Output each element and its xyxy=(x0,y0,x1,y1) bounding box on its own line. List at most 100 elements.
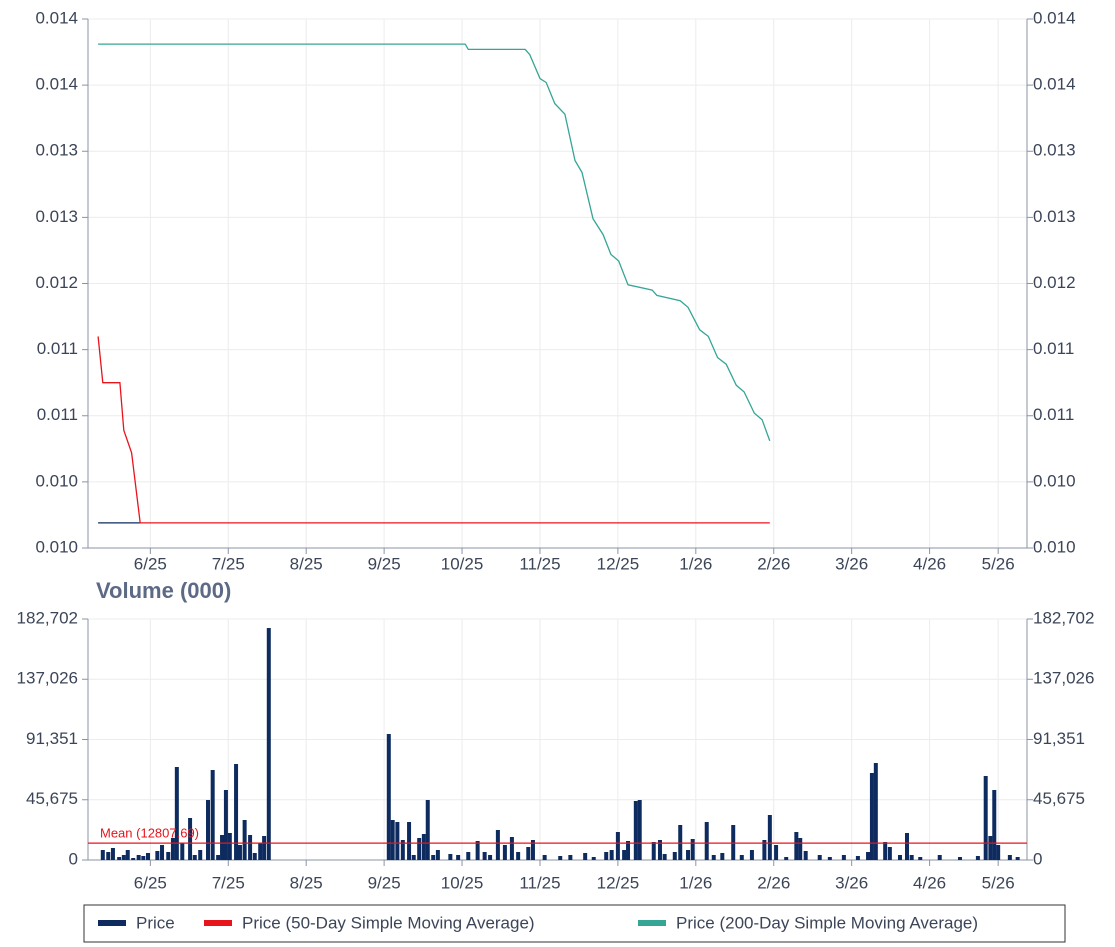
volume-bar xyxy=(711,855,716,860)
volume-bar xyxy=(407,822,412,860)
volume-bar xyxy=(784,857,789,860)
volume-bar xyxy=(106,852,111,860)
volume-bar xyxy=(390,820,395,860)
volume-bar xyxy=(448,853,453,860)
volume-bar xyxy=(794,832,799,860)
x-tick-label: 8/25 xyxy=(290,554,323,573)
volume-bar xyxy=(633,801,638,860)
legend-label: Price (200-Day Simple Moving Average) xyxy=(676,913,978,932)
y-tick-label: 0.014 xyxy=(35,8,78,27)
volume-bar xyxy=(686,850,691,860)
volume-bar xyxy=(475,841,480,860)
y2-tick-label: 0.012 xyxy=(1033,273,1076,292)
volume-bar xyxy=(887,847,892,860)
volume-bar xyxy=(530,840,535,860)
volume-bar xyxy=(841,855,846,860)
x-tick-label: 10/25 xyxy=(441,554,484,573)
volume-bar xyxy=(622,850,627,860)
volume-bar xyxy=(662,853,667,860)
volume-bar xyxy=(762,840,767,860)
volume-bar xyxy=(798,837,803,860)
y2-tick-label: 0.010 xyxy=(1033,537,1076,556)
x-tick-label: 12/25 xyxy=(597,873,640,892)
y-tick-label: 0.010 xyxy=(35,471,78,490)
volume-title: Volume (000) xyxy=(96,578,231,603)
volume-bar xyxy=(774,845,779,860)
volume-bar xyxy=(767,815,772,860)
volume-bar xyxy=(739,855,744,860)
y-tick-label: 182,702 xyxy=(17,608,78,627)
x-tick-label: 4/26 xyxy=(913,554,946,573)
volume-bar xyxy=(395,822,400,860)
y-tick-label: 91,351 xyxy=(26,729,78,748)
x-tick-label: 4/26 xyxy=(913,873,946,892)
volume-bar xyxy=(206,800,211,860)
x-tick-label: 3/26 xyxy=(835,873,868,892)
volume-bar xyxy=(983,776,988,860)
volume-bar xyxy=(131,857,136,860)
x-tick-label: 3/26 xyxy=(835,554,868,573)
x-tick-label: 5/26 xyxy=(982,873,1015,892)
volume-bar xyxy=(866,852,871,860)
volume-bar xyxy=(227,832,232,860)
x-tick-label: 11/25 xyxy=(519,873,560,892)
volume-bar xyxy=(466,852,471,860)
volume-bar xyxy=(516,852,521,860)
volume-bar xyxy=(937,855,942,860)
volume-bar xyxy=(542,855,547,860)
series-line xyxy=(97,336,770,524)
volume-bar xyxy=(495,830,500,860)
y2-tick-label: 0.014 xyxy=(1033,8,1076,27)
y2-tick-label: 0 xyxy=(1033,849,1042,868)
volume-bar xyxy=(252,852,257,860)
volume-bar xyxy=(117,857,122,860)
y-tick-label: 45,675 xyxy=(26,789,78,808)
legend-label: Price (50-Day Simple Moving Average) xyxy=(242,913,535,932)
volume-bar xyxy=(482,852,487,860)
volume-bar xyxy=(704,822,709,860)
volume-bar xyxy=(909,855,914,860)
x-tick-label: 1/26 xyxy=(679,873,712,892)
volume-bar xyxy=(266,628,271,860)
volume-bar xyxy=(651,842,656,860)
volume-bar xyxy=(237,845,242,860)
volume-bar xyxy=(996,845,1001,860)
volume-bar xyxy=(146,852,151,860)
volume-bar xyxy=(604,852,609,860)
volume-bar xyxy=(411,855,416,860)
x-tick-label: 1/26 xyxy=(679,554,712,573)
y2-tick-label: 91,351 xyxy=(1033,729,1085,748)
volume-bar xyxy=(749,850,754,860)
volume-bar xyxy=(827,857,832,860)
volume-bar xyxy=(897,855,902,860)
volume-bar xyxy=(975,856,980,860)
x-tick-label: 12/25 xyxy=(597,554,640,573)
volume-bar xyxy=(869,773,874,860)
y-tick-label: 0.010 xyxy=(35,537,78,556)
y-tick-label: 0.012 xyxy=(35,273,78,292)
volume-bar xyxy=(509,837,514,860)
volume-bar xyxy=(216,855,221,860)
volume-bar xyxy=(957,857,962,860)
volume-bar xyxy=(100,850,105,860)
legend-box xyxy=(83,904,1066,943)
volume-bar xyxy=(210,770,215,860)
y-tick-label: 137,026 xyxy=(17,669,78,688)
volume-bar xyxy=(558,856,563,860)
volume-bar xyxy=(125,850,130,860)
y2-tick-label: 137,026 xyxy=(1033,669,1094,688)
volume-bar xyxy=(174,767,179,860)
y-tick-label: 0.011 xyxy=(37,405,78,424)
volume-bar xyxy=(568,855,573,860)
x-tick-label: 2/26 xyxy=(757,554,790,573)
x-tick-label: 7/25 xyxy=(212,554,245,573)
volume-bar xyxy=(720,852,725,860)
legend-label: Price xyxy=(136,913,175,932)
volume-bar xyxy=(242,820,247,860)
volume-bar xyxy=(992,790,997,860)
y2-tick-label: 0.014 xyxy=(1033,75,1076,94)
volume-bar xyxy=(417,837,422,860)
volume-bar xyxy=(609,850,614,860)
volume-bar xyxy=(431,855,436,860)
volume-bar xyxy=(188,818,193,860)
